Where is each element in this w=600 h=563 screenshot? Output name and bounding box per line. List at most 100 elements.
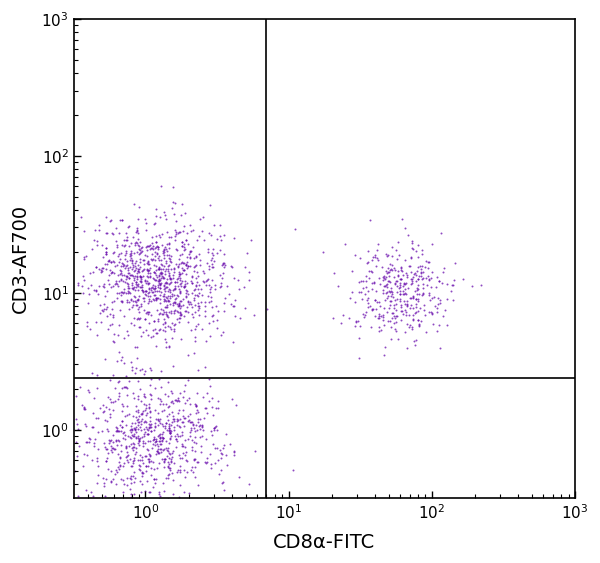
- Point: [229, 450, 239, 459]
- Point: [164, 253, 174, 262]
- Point: [140, 314, 149, 323]
- Point: [173, 300, 182, 309]
- Point: [113, 423, 122, 432]
- Point: [188, 243, 197, 252]
- Point: [168, 271, 178, 280]
- Point: [175, 314, 185, 323]
- Point: [195, 425, 205, 434]
- Point: [230, 296, 240, 305]
- Point: [220, 260, 230, 269]
- Point: [111, 436, 121, 445]
- Point: [102, 312, 112, 321]
- Point: [194, 304, 203, 313]
- Point: [424, 258, 434, 267]
- Point: [194, 281, 203, 290]
- Point: [164, 410, 174, 419]
- Point: [383, 267, 393, 276]
- Point: [140, 367, 149, 376]
- Point: [166, 398, 175, 407]
- Point: [400, 300, 409, 309]
- Point: [121, 249, 131, 258]
- Point: [204, 396, 214, 405]
- Point: [151, 449, 160, 458]
- Point: [156, 269, 166, 278]
- Point: [98, 407, 107, 416]
- Point: [227, 263, 236, 272]
- Point: [166, 386, 176, 395]
- Point: [179, 421, 189, 430]
- Point: [160, 322, 170, 331]
- Point: [135, 384, 145, 393]
- Point: [142, 277, 152, 286]
- Point: [405, 262, 415, 271]
- Point: [65, 249, 75, 258]
- Point: [126, 296, 136, 305]
- Point: [187, 278, 197, 287]
- Point: [162, 446, 172, 455]
- Point: [150, 418, 160, 427]
- Point: [147, 232, 157, 241]
- Point: [185, 247, 194, 256]
- Point: [114, 258, 124, 267]
- Point: [125, 269, 134, 278]
- Point: [395, 297, 405, 306]
- Point: [134, 408, 143, 417]
- Point: [149, 475, 159, 484]
- Point: [183, 297, 193, 306]
- Point: [207, 393, 217, 402]
- Point: [142, 252, 152, 261]
- Point: [134, 250, 144, 259]
- Point: [172, 416, 182, 425]
- Point: [134, 282, 143, 291]
- Point: [150, 248, 160, 257]
- Point: [189, 294, 199, 303]
- Point: [154, 231, 163, 240]
- Point: [173, 307, 182, 316]
- Point: [115, 215, 125, 224]
- Point: [142, 408, 152, 417]
- Point: [178, 300, 188, 309]
- Point: [134, 294, 143, 303]
- Point: [386, 288, 395, 297]
- Point: [127, 280, 137, 289]
- Point: [389, 319, 399, 328]
- Point: [163, 461, 172, 470]
- Point: [41, 422, 50, 431]
- Point: [196, 442, 206, 451]
- Point: [164, 284, 174, 293]
- Point: [234, 473, 244, 482]
- Point: [153, 242, 163, 251]
- Point: [244, 275, 253, 284]
- Point: [184, 289, 193, 298]
- Point: [111, 236, 121, 245]
- Point: [130, 456, 139, 465]
- Point: [127, 238, 136, 247]
- Point: [190, 261, 199, 270]
- Point: [115, 266, 125, 275]
- Point: [432, 273, 442, 282]
- Point: [136, 419, 145, 428]
- Point: [401, 328, 410, 337]
- Point: [133, 281, 142, 290]
- Point: [209, 256, 218, 265]
- Point: [146, 254, 156, 263]
- Point: [392, 294, 402, 303]
- Point: [170, 199, 180, 208]
- Point: [179, 242, 189, 251]
- Point: [158, 433, 168, 442]
- Point: [158, 428, 168, 437]
- Point: [368, 267, 377, 276]
- Point: [401, 279, 410, 288]
- Point: [172, 278, 182, 287]
- Point: [163, 411, 172, 420]
- Point: [137, 247, 146, 256]
- Point: [193, 417, 203, 426]
- Point: [172, 436, 182, 445]
- Point: [155, 279, 165, 288]
- Point: [125, 284, 134, 293]
- Point: [135, 434, 145, 443]
- Point: [193, 271, 203, 280]
- Point: [133, 405, 143, 414]
- Point: [190, 426, 199, 435]
- Point: [155, 291, 165, 300]
